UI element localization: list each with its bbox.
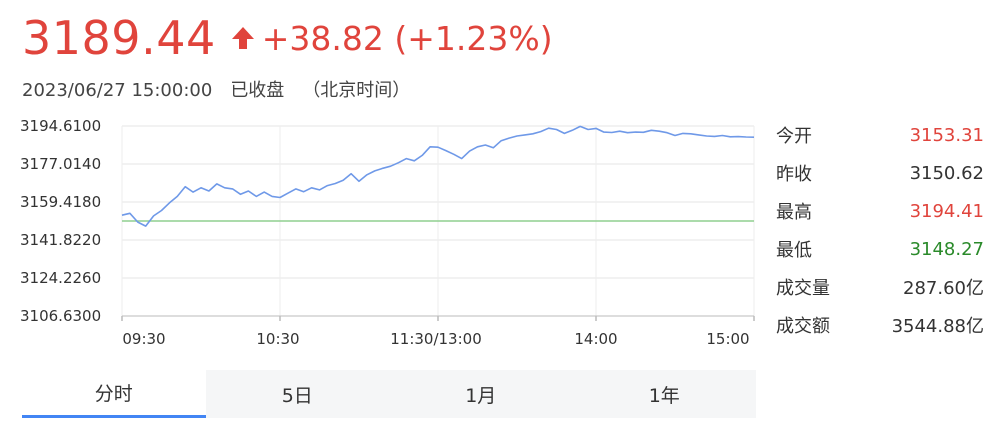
stat-row: 成交额 3544.88亿 [776,306,984,344]
x-tick-label: 09:30 [122,330,165,348]
x-tick-label: 11:30/13:00 [390,330,482,348]
price-line [121,125,755,227]
stat-row: 最低 3148.27 [776,230,984,268]
price-row: 3189.44 +38.82 (+1.23%) [22,8,553,68]
arrow-up-icon [230,25,256,51]
quote-header: 3189.44 +38.82 (+1.23%) 2023/06/27 15:00… [22,8,553,102]
y-tick-label: 3194.6100 [20,117,101,135]
y-tick-label: 3177.0140 [20,155,101,173]
stat-label: 今开 [776,126,812,147]
x-tick-label: 14:00 [574,330,617,348]
stat-row: 成交量 287.60亿 [776,268,984,306]
stat-label: 成交额 [776,316,830,337]
stat-value: 3148.27 [909,238,984,260]
x-tick-label: 10:30 [256,330,299,348]
tab-1-month[interactable]: 1月 [389,370,573,418]
y-tick-label: 3159.4180 [20,193,101,211]
tab-intraday[interactable]: 分时 [22,370,206,418]
timezone-label: （北京时间） [302,80,411,101]
y-tick-label: 3141.8220 [20,231,101,249]
stat-row: 最高 3194.41 [776,192,984,230]
tab-1-year[interactable]: 1年 [573,370,757,418]
tab-label: 1月 [465,384,497,407]
tab-5-day[interactable]: 5日 [206,370,390,418]
x-tick-label: 15:00 [706,330,749,348]
current-price: 3189.44 [22,11,216,65]
stat-label: 昨收 [776,164,812,185]
stat-row: 昨收 3150.62 [776,154,984,192]
tab-label: 分时 [94,383,133,405]
market-status: 已收盘 [230,80,285,101]
y-tick-label: 3124.2260 [20,269,101,287]
period-tabs: 分时 5日 1月 1年 [22,370,756,418]
stat-value: 3153.31 [909,124,984,146]
intraday-chart[interactable]: 3194.6100 3177.0140 3159.4180 3141.8220 3124… [0,112,770,362]
tab-label: 5日 [281,384,313,407]
stat-label: 最低 [776,240,812,261]
stats-panel: 今开 3153.31 昨收 3150.62 最高 3194.41 最低 3148… [776,116,984,344]
price-change: +38.82 (+1.23%) [261,18,553,58]
stat-value: 3544.88亿 [891,316,984,337]
stat-label: 成交量 [776,278,830,299]
y-tick-label: 3106.6300 [20,307,101,325]
stat-row: 今开 3153.31 [776,116,984,154]
stat-label: 最高 [776,202,812,223]
quote-meta: 2023/06/27 15:00:00 已收盘 （北京时间） [22,76,553,102]
stat-value: 3150.62 [909,162,984,184]
stat-value: 3194.41 [909,200,984,222]
chart-svg[interactable]: 3194.6100 3177.0140 3159.4180 3141.8220 3124… [0,112,770,362]
stat-value: 287.60亿 [903,278,984,299]
quote-datetime: 2023/06/27 15:00:00 [22,80,213,101]
tab-label: 1年 [648,384,680,407]
